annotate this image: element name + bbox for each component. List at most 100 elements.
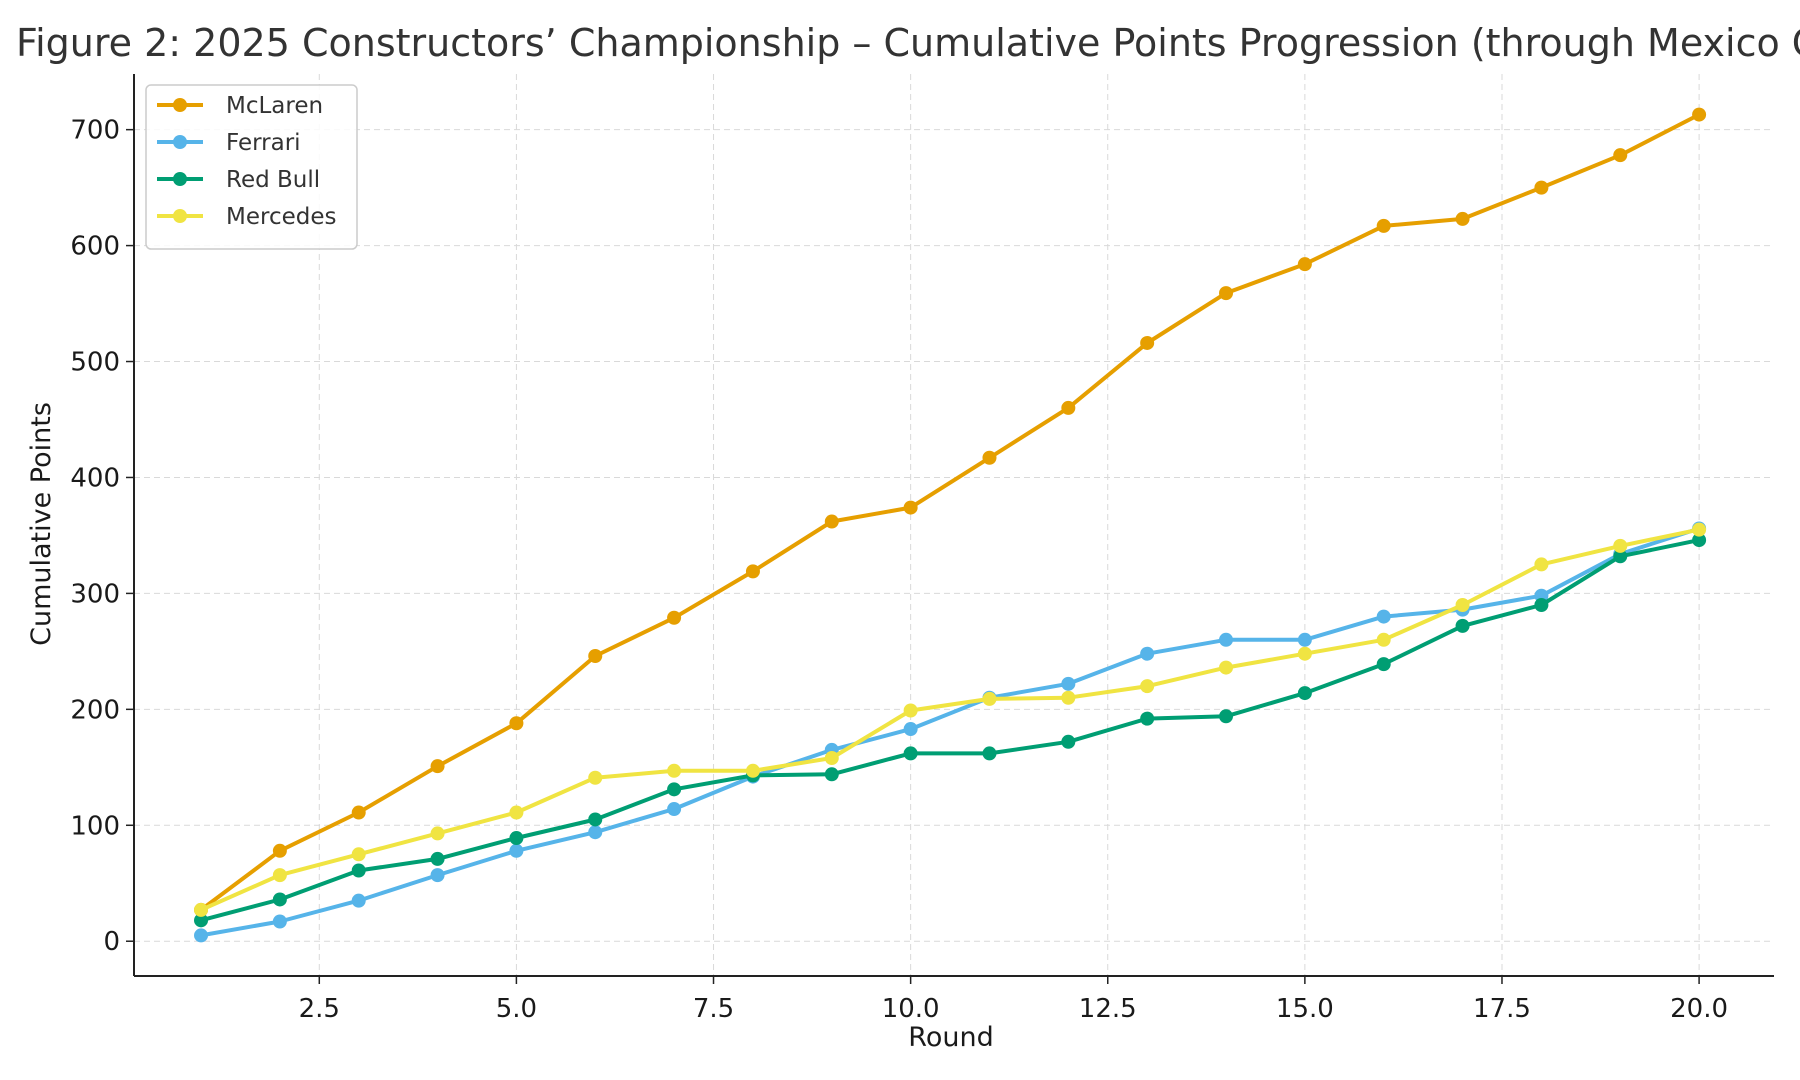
red-bull-point: [1140, 711, 1155, 726]
legend-entry-ferrari: Ferrari: [157, 130, 301, 156]
mercedes-point: [1455, 597, 1470, 612]
axes: 2.5 5.0 7.5 10.0 12.5 15.0 17.5 20.0 0 100 200 300 4…: [70, 74, 1774, 1024]
mercedes-point: [194, 902, 209, 917]
x-tick-label: 10.0: [882, 994, 940, 1024]
ferrari-point: [194, 928, 209, 943]
mercedes-point: [1140, 679, 1155, 694]
y-tick-label: 100: [70, 811, 120, 841]
series-ferrari: [194, 521, 1707, 943]
red-bull-point: [194, 913, 209, 928]
ferrari-line: [199, 526, 1702, 938]
red-bull-point: [1297, 686, 1312, 701]
chart-title: Figure 2: 2025 Constructors’ Championshi…: [16, 21, 1800, 65]
red-bull-point: [509, 831, 524, 846]
x-tick-label: 20.0: [1670, 994, 1728, 1024]
ferrari-point: [667, 802, 682, 817]
mclaren-point: [1061, 400, 1076, 415]
mclaren-point: [903, 500, 918, 515]
red-bull-point: [1376, 657, 1391, 672]
y-tick-label: 200: [70, 695, 120, 725]
red-bull-point: [1219, 709, 1234, 724]
mclaren-point: [745, 564, 760, 579]
mercedes-point: [903, 703, 918, 718]
ferrari-point: [430, 868, 445, 883]
mercedes-point: [982, 691, 997, 706]
ferrari-point: [351, 893, 366, 908]
mercedes-point: [351, 847, 366, 862]
mercedes-point: [1061, 690, 1076, 705]
mercedes-point: [1613, 538, 1628, 553]
mercedes-point: [1297, 646, 1312, 661]
y-tick-label: 0: [103, 927, 120, 957]
x-tick-label: 17.5: [1473, 994, 1531, 1024]
mercedes-point: [588, 770, 603, 785]
mclaren-point: [1692, 107, 1707, 122]
ferrari-point: [272, 914, 287, 929]
mclaren-point: [509, 716, 524, 731]
x-axis-label: Round: [908, 1022, 993, 1053]
mclaren-point: [1219, 286, 1234, 301]
mclaren-point: [430, 759, 445, 774]
ferrari-point: [588, 825, 603, 840]
legend-label: Ferrari: [226, 130, 301, 156]
y-tick-label: 500: [70, 348, 120, 378]
grid-lines: [134, 74, 1774, 976]
mclaren-point: [1297, 257, 1312, 272]
series-mclaren: [194, 107, 1707, 917]
ferrari-point: [1219, 632, 1234, 647]
ferrari-point: [1140, 646, 1155, 661]
mclaren-point: [1140, 335, 1155, 350]
legend-entry-mercedes: Mercedes: [157, 204, 336, 230]
legend-swatch-marker: [173, 98, 187, 112]
ferrari-point: [1297, 632, 1312, 647]
mercedes-point: [824, 751, 839, 766]
legend-box: [145, 84, 358, 250]
mclaren-point: [1613, 148, 1628, 163]
mclaren-point: [824, 514, 839, 529]
legend: McLaren Ferrari Red Bull Mercedes: [145, 84, 358, 250]
legend-swatch-marker: [173, 172, 187, 186]
red-bull-point: [1061, 734, 1076, 749]
mercedes-point: [667, 763, 682, 778]
mclaren-point: [667, 610, 682, 625]
mclaren-point: [1376, 218, 1391, 233]
legend-swatch-marker: [173, 135, 187, 149]
red-bull-point: [824, 767, 839, 782]
red-bull-point: [982, 746, 997, 761]
red-bull-point: [588, 812, 603, 827]
mercedes-point: [1376, 632, 1391, 647]
legend-label: Red Bull: [226, 167, 320, 193]
mclaren-point: [1455, 211, 1470, 226]
red-bull-point: [351, 863, 366, 878]
ferrari-point: [1376, 609, 1391, 624]
y-tick-label: 400: [70, 463, 120, 493]
legend-swatch-marker: [173, 209, 187, 223]
mercedes-point: [430, 826, 445, 841]
red-bull-point: [1692, 533, 1707, 548]
y-tick-label: 300: [70, 579, 120, 609]
mercedes-point: [509, 805, 524, 820]
mercedes-point: [1219, 660, 1234, 675]
red-bull-point: [1534, 597, 1549, 612]
series-mercedes: [194, 522, 1707, 917]
y-axis-label: Cumulative Points: [26, 402, 57, 646]
mclaren-line: [199, 112, 1702, 912]
legend-label: Mercedes: [226, 204, 336, 230]
x-tick-label: 12.5: [1079, 994, 1137, 1024]
x-tick-label: 5.0: [496, 994, 537, 1024]
mercedes-point: [745, 763, 760, 778]
y-tick-label: 600: [70, 232, 120, 262]
ferrari-point: [509, 843, 524, 858]
series-red-bull: [194, 533, 1707, 928]
legend-entry-red-bull: Red Bull: [157, 167, 320, 193]
legend-label: McLaren: [226, 93, 323, 119]
x-tick-label: 7.5: [693, 994, 734, 1024]
red-bull-point: [272, 892, 287, 907]
ferrari-point: [903, 722, 918, 737]
mercedes-point: [1534, 557, 1549, 572]
data-series: [194, 107, 1707, 943]
mercedes-line: [199, 527, 1702, 912]
red-bull-point: [1455, 618, 1470, 633]
red-bull-line: [199, 538, 1702, 923]
